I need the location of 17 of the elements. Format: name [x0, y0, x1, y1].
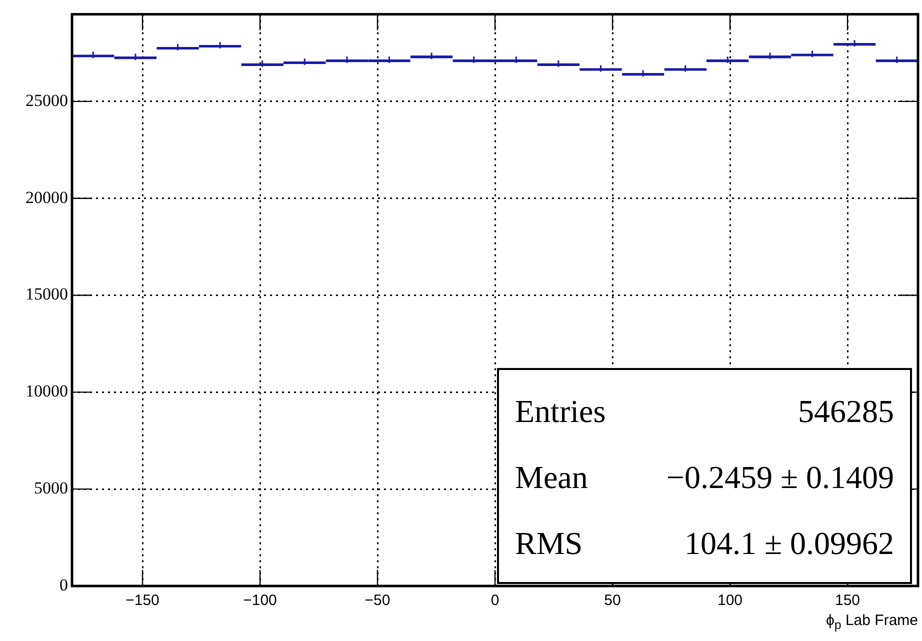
x-tick-label: 0 — [490, 592, 500, 610]
y-tick-label: 15000 — [26, 284, 68, 304]
y-tick-label: 20000 — [26, 188, 68, 207]
x-tick-label: −150 — [126, 592, 160, 610]
text: Entries 546285 — [515, 392, 894, 428]
x-tick-label: 150 — [834, 592, 860, 610]
y-tick-label: 0 — [60, 575, 68, 594]
y-tick-label: 25000 — [26, 90, 68, 110]
x-tick-label: 100 — [717, 592, 743, 610]
x-tick-label: −50 — [364, 592, 390, 610]
text: Mean −0.2459 ± 0.1409 — [515, 458, 894, 494]
x-tick-label: 50 — [604, 592, 621, 610]
text: RMS 104.1 ± 0.09962 — [515, 524, 894, 560]
x-tick-label: −100 — [243, 592, 277, 610]
x-axis-title: ϕ$_{p}$ Lab Frame — [826, 612, 918, 632]
y-tick-label: 5000 — [34, 478, 68, 498]
y-tick-label: 10000 — [26, 382, 68, 401]
